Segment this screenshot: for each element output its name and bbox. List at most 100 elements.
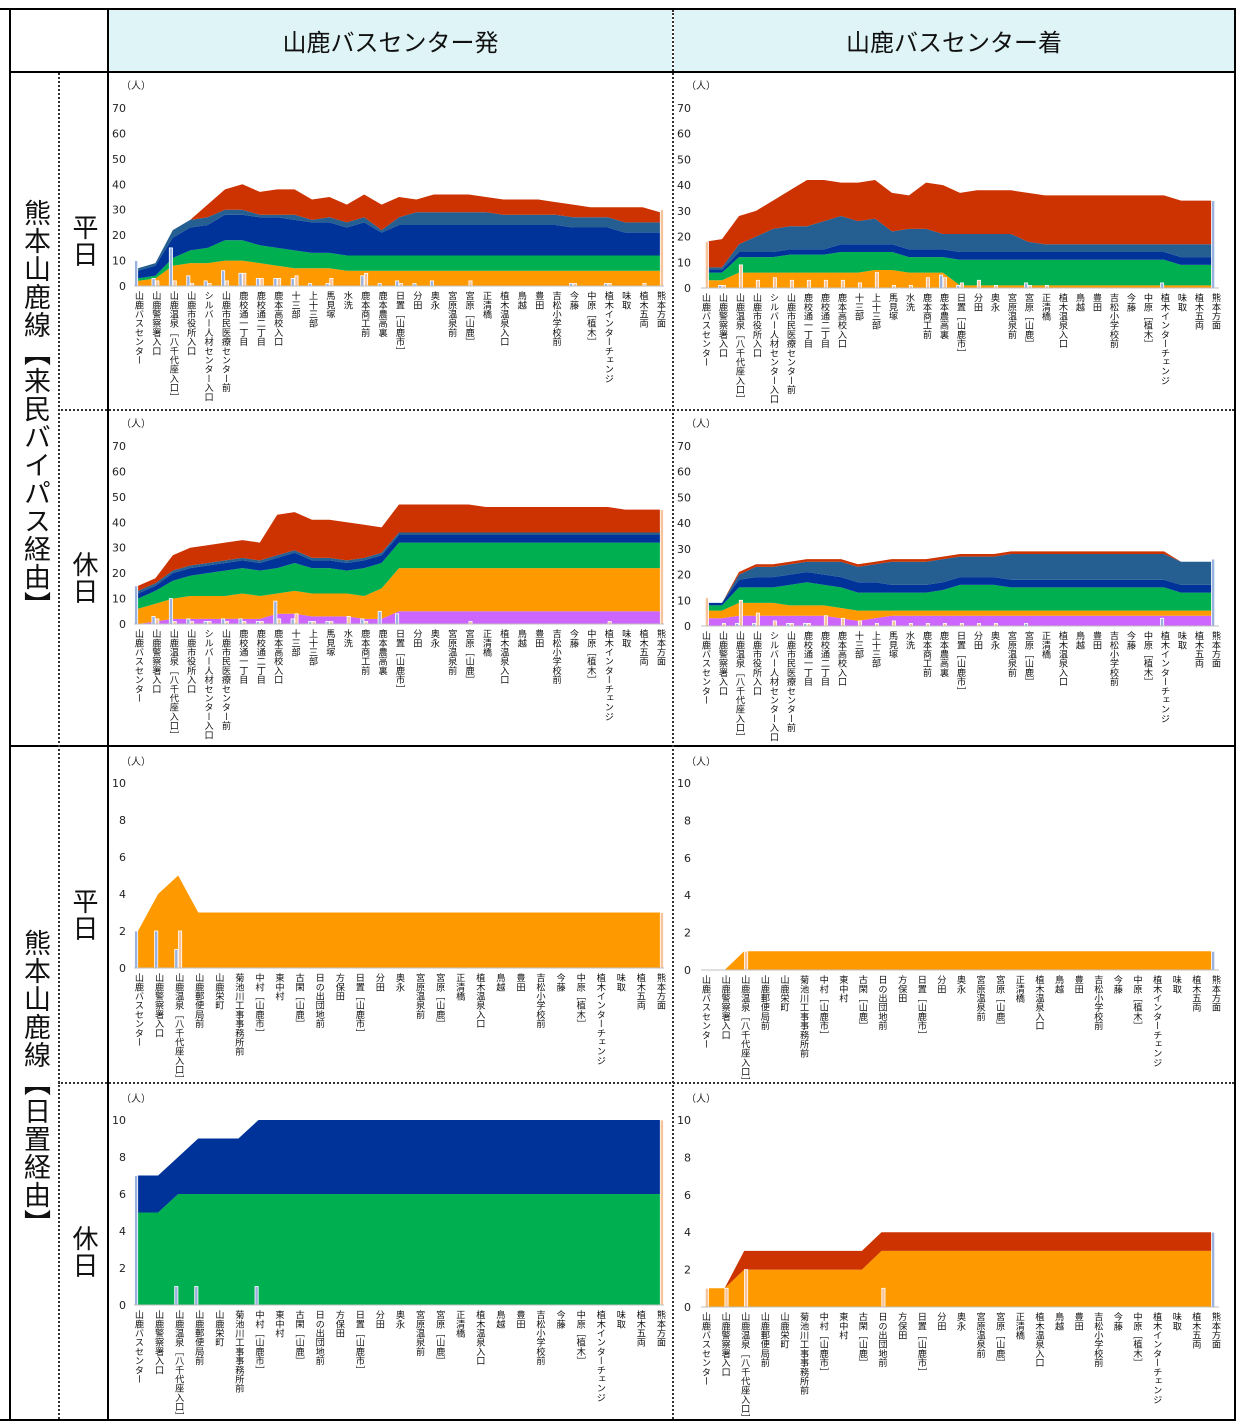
stop-label: 鳥越	[515, 628, 527, 647]
header-departure: 山鹿バスセンター発	[109, 10, 672, 71]
boarding-bar	[255, 277, 260, 287]
stop-label: 中原［植木］	[574, 1309, 586, 1365]
stop-label: 鹿本商工前	[359, 628, 371, 676]
stop-label: 正清橋	[1040, 293, 1052, 321]
area-series-green	[138, 542, 660, 609]
stop-label: 山鹿市民医療センター前	[220, 291, 232, 393]
stop-label: 植木インターチェンジ	[1159, 292, 1171, 385]
stop-label: 中原［植木］	[574, 972, 586, 1028]
stop-label: 味取	[1176, 292, 1188, 312]
area-series-green	[138, 1194, 660, 1305]
area-series-steel	[138, 209, 660, 271]
area-series-orange	[138, 260, 660, 286]
stop-label: 上十三部	[870, 631, 882, 669]
stop-label: 山鹿バスセンター	[133, 629, 145, 703]
alighting-bar	[704, 241, 709, 289]
stop-label: 山鹿温泉［八千代座入口］	[739, 1312, 751, 1417]
y-tick-label: 10	[677, 594, 691, 607]
stop-label: 鳥越	[515, 290, 527, 309]
stop-label: 鹿校通二丁目	[819, 292, 831, 348]
y-tick-label: 2	[684, 927, 691, 940]
stop-label: 豊田	[1091, 292, 1103, 312]
area-series-orange	[138, 875, 660, 968]
stop-label: 中村［山鹿市］	[253, 972, 265, 1037]
stop-label: 水洗	[904, 292, 916, 312]
alighting-bar	[857, 620, 862, 627]
chart-route2-holiday-arrival: （人） 0 2 4 6 8 10 山鹿バスセンター 山鹿警察署入口 山鹿温泉［八千代座入口］ 山鹿郵…	[677, 1093, 1221, 1417]
stop-label: 上十三部	[307, 629, 319, 667]
stop-label: 植木インターチェンジ	[1151, 974, 1163, 1067]
alighting-bar	[704, 597, 709, 627]
stop-label: 植木温泉入口	[1033, 974, 1045, 1030]
chart-route1-holiday-arrival: （人） 0 10 20 30 40 50 60 70 山鹿バスセンター 山鹿警察署入口 山鹿温泉［八千…	[677, 418, 1221, 741]
stop-label: 方保田	[896, 974, 908, 1003]
boarding-bar	[377, 610, 382, 625]
stop-label: 山鹿警察署入口	[150, 629, 162, 693]
alighting-bar	[772, 620, 777, 627]
stop-label: シルバー人材センター入口	[202, 291, 214, 401]
area-series-navy	[138, 214, 660, 279]
stop-label: 鹿本農高裏	[376, 290, 388, 338]
area-series-navy	[705, 572, 1215, 606]
y-tick-label: 0	[119, 280, 126, 293]
alighting-bar	[659, 912, 664, 969]
stop-label: 宮原温泉前	[414, 972, 426, 1020]
y-unit-label: （人）	[686, 1093, 716, 1105]
stop-label: 鹿校通二丁目	[819, 630, 831, 686]
y-tick-label: 30	[112, 204, 126, 217]
frame-top	[0, 8, 1236, 10]
stop-label: 植木五両	[637, 290, 649, 329]
boarding-bar	[273, 277, 278, 287]
alighting-bar	[724, 1287, 729, 1308]
corner-cell	[11, 10, 107, 71]
stop-label: 鹿本高校入口	[836, 292, 848, 348]
stop-label: 山鹿栄町	[778, 1312, 790, 1349]
alighting-bar	[294, 275, 299, 287]
route2-label: 熊本山鹿線【日置経由】	[11, 747, 58, 1419]
day-divider-route2	[58, 1082, 1234, 1084]
stop-label: 宮原［山鹿］	[463, 628, 475, 684]
stop-label: 山鹿バスセンター	[700, 1312, 712, 1386]
alighting-bar	[155, 618, 160, 625]
y-tick-label: 8	[684, 814, 691, 827]
alighting-bar	[172, 280, 177, 287]
stop-label: 東中村	[837, 974, 849, 1003]
stop-label: 日置［山鹿市］	[353, 1310, 365, 1374]
alighting-bar	[942, 277, 947, 289]
stop-label: 今藤	[1111, 1311, 1123, 1331]
chart-panel-route1-holiday-departure: （人） 0 10 20 30 40 50 60 70 山鹿バスセンター 山鹿警察署入口 山鹿温泉［八千…	[109, 413, 672, 743]
stop-label: 熊本方面	[1210, 974, 1222, 1013]
stop-label: 日置［山鹿市］	[394, 629, 406, 693]
area-series-orange	[138, 568, 660, 624]
weekday-label-route1: 平日	[60, 73, 107, 409]
stop-label: 山鹿バスセンター	[700, 631, 712, 705]
stop-label: 吉松小学校前	[1108, 631, 1120, 687]
stop-label: 中原［植木］	[1142, 630, 1154, 686]
stop-label: 今藤	[568, 290, 580, 310]
y-tick-label: 70	[112, 440, 126, 453]
boarding-bar	[1160, 617, 1165, 627]
alighting-bar	[277, 618, 282, 625]
y-tick-label: 8	[684, 1151, 691, 1164]
boarding-bar	[174, 949, 179, 969]
stop-label: 山鹿栄町	[213, 1310, 225, 1347]
y-tick-label: 6	[684, 852, 691, 865]
y-tick-label: 4	[119, 888, 126, 901]
header-departure-label: 山鹿バスセンター発	[282, 29, 499, 57]
stop-label: 熊本方面	[1210, 292, 1222, 331]
area-series-orange	[705, 270, 1215, 288]
stop-label: 味取	[614, 972, 626, 992]
alighting-bar	[294, 613, 299, 625]
alighting-bar	[738, 264, 743, 289]
stop-label: 吉松小学校前	[550, 629, 562, 685]
stop-label: 鳥越	[494, 1309, 506, 1328]
boarding-bar	[168, 247, 173, 287]
alighting-bar	[840, 279, 845, 289]
stop-label: 山鹿市民医療センター前	[785, 293, 797, 395]
area-series-navy	[705, 244, 1215, 273]
boarding-bar	[134, 260, 139, 287]
chart-route2-holiday-departure: （人） 0 2 4 6 8 10 山鹿バスセンター 山鹿警察署入口 山鹿温泉［八千代座入口］ 山鹿郵…	[112, 1093, 666, 1417]
alighting-bar	[468, 280, 473, 287]
y-tick-label: 8	[119, 814, 126, 827]
y-tick-label: 50	[677, 153, 691, 166]
